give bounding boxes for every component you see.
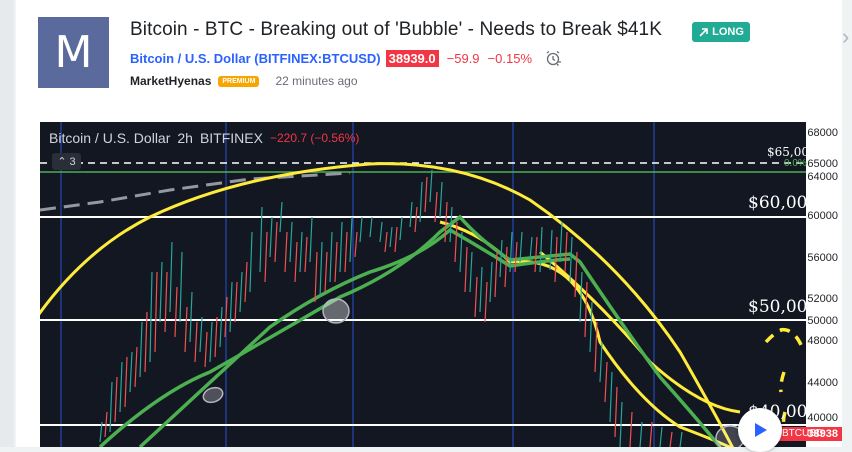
chevron-up-icon: ⌃: [57, 156, 67, 168]
price-tick: 65000: [807, 158, 838, 170]
avatar-letter: M: [54, 27, 93, 78]
chart-legend: Bitcoin / U.S. Dollar 2h BITFINEX −220.7…: [49, 130, 359, 146]
price-tick: 68000: [807, 127, 838, 139]
price-tick: 48000: [807, 335, 838, 347]
price-tick: 44000: [807, 377, 838, 389]
legend-change: −220.7 (−0.56%): [269, 131, 360, 145]
legend-exchange: BITFINEX: [199, 130, 263, 146]
price-tick: 56000: [807, 252, 838, 264]
legend-symbol: Bitcoin / U.S. Dollar: [49, 130, 171, 146]
chevron-right-icon: ›: [842, 24, 850, 49]
idea-card: M Bitcoin - BTC - Breaking out of 'Bubbl…: [16, 0, 842, 447]
premium-badge: PREMIUM: [218, 75, 260, 87]
symbol-name: Bitcoin / U.S. Dollar: [130, 50, 251, 66]
price-tick: 40000: [807, 412, 838, 424]
left-gutter: [0, 0, 14, 447]
price-badge: 38939.0: [385, 49, 439, 67]
change-abs: −59.9: [446, 50, 480, 66]
author-name[interactable]: MarketHyenas: [130, 74, 212, 88]
arrow-up-right-icon: [699, 27, 708, 37]
chart-canvas: [40, 122, 842, 447]
symbol-link[interactable]: Bitcoin / U.S. Dollar (BITFINEX:BTCUSD): [130, 51, 381, 66]
ticker-tag: BTCUSD: [782, 428, 824, 439]
next-idea-button[interactable]: ›: [842, 24, 852, 54]
play-button[interactable]: [738, 408, 782, 452]
symbol-row: Bitcoin / U.S. Dollar (BITFINEX:BTCUSD) …: [130, 49, 562, 67]
current-price-tick: 38938: [807, 428, 838, 440]
price-tick: 64000: [807, 171, 838, 183]
chart-image[interactable]: Bitcoin / U.S. Dollar 2h BITFINEX −220.7…: [40, 122, 842, 447]
fib-label: 0.0%: [784, 158, 807, 169]
price-tick: 60000: [807, 210, 838, 222]
play-icon: [755, 423, 767, 437]
legend-interval: 2h: [177, 130, 193, 146]
level-50-label: $50,000: [748, 297, 819, 317]
author-row: MarketHyenas PREMIUM 22 minutes ago: [130, 73, 358, 89]
level-60-label: $60,000: [748, 193, 819, 213]
author-avatar[interactable]: M: [38, 17, 109, 88]
symbol-ticker: (BITFINEX:BTCUSD): [254, 50, 381, 66]
published-time: 22 minutes ago: [275, 74, 358, 88]
collapse-indicators-button[interactable]: ⌃ 3: [52, 153, 81, 170]
price-tick: 52000: [807, 293, 838, 305]
price-tick: 50000: [807, 315, 838, 327]
idea-title[interactable]: Bitcoin - BTC - Breaking out of 'Bubble'…: [130, 19, 662, 40]
alarm-clock-icon[interactable]: [544, 49, 562, 67]
long-badge: LONG: [692, 22, 750, 42]
collapsed-count: 3: [69, 155, 76, 168]
long-label: LONG: [712, 26, 744, 38]
change-pct: −0.15%: [487, 50, 532, 66]
level-65-label: $65,000: [767, 145, 817, 159]
